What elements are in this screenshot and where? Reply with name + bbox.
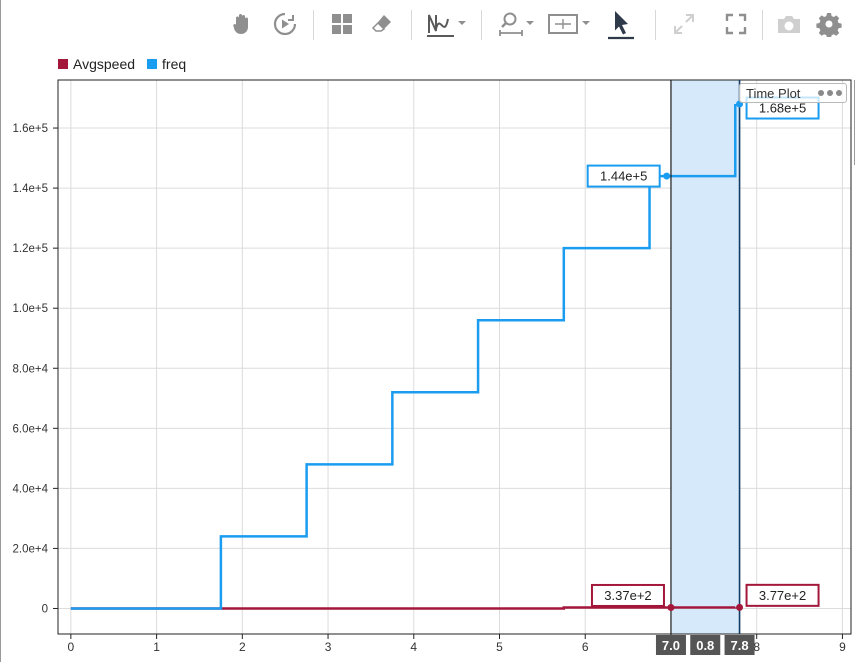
cursor-label-delta-bg <box>690 635 721 655</box>
play-icon[interactable] <box>270 8 300 40</box>
toolbar-divider <box>313 10 314 40</box>
cursor-label-delta: 0.8 <box>696 638 714 653</box>
toolbar-divider <box>411 10 412 40</box>
marker-freq <box>663 172 671 180</box>
y-tick-label: 1.4e+5 <box>13 183 49 195</box>
value-label-box <box>586 164 661 188</box>
plot-frame <box>57 79 852 635</box>
window-edge <box>0 0 1 662</box>
toolbar-divider <box>481 10 482 40</box>
cursor-band <box>670 80 740 634</box>
gear-icon[interactable] <box>814 8 844 40</box>
x-tick-label: 5 <box>496 640 503 654</box>
x-tick-label: 3 <box>325 640 332 654</box>
panel-title-box[interactable]: Time Plot <box>739 83 847 103</box>
cursor-label-right: 7.8 <box>731 638 749 653</box>
cursor-label-left: 7.0 <box>662 638 680 653</box>
legend: Avgspeed freq <box>58 56 186 72</box>
value-label: 1.44e+5 <box>600 169 647 184</box>
layout-icon[interactable] <box>328 8 356 40</box>
legend-label: freq <box>162 56 187 72</box>
legend-item-freq[interactable]: freq <box>147 56 186 72</box>
x-tick-label: 2 <box>239 640 246 654</box>
pan-icon[interactable] <box>228 8 256 40</box>
y-tick-label: 6.0e+4 <box>13 423 49 435</box>
fit-icon[interactable] <box>546 8 594 40</box>
toolbar-divider <box>762 10 763 40</box>
cursor-icon[interactable] <box>604 8 638 40</box>
eraser-icon[interactable] <box>368 8 396 40</box>
x-tick-label: 8 <box>753 640 760 654</box>
x-tick-label: 1 <box>153 640 160 654</box>
y-tick-label: 4.0e+4 <box>13 483 49 495</box>
value-label: 3.37e+2 <box>604 588 651 603</box>
x-tick-label: 0 <box>68 640 75 654</box>
cursor-label-right-bg <box>724 635 755 655</box>
value-label-box <box>745 583 820 607</box>
marker-avgspeed <box>736 603 744 611</box>
signal-icon[interactable] <box>424 8 468 40</box>
toolbar-divider <box>655 10 656 40</box>
x-tick-label: 4 <box>410 640 417 654</box>
x-tick-label: 6 <box>582 640 589 654</box>
camera-icon[interactable] <box>774 8 804 40</box>
value-label: 1.68e+5 <box>759 101 806 116</box>
panel-title: Time Plot <box>746 85 801 101</box>
y-tick-label: 2.0e+4 <box>13 543 49 555</box>
legend-swatch <box>147 59 158 69</box>
legend-label: Avgspeed <box>73 56 136 72</box>
y-tick-label: 8.0e+4 <box>13 363 49 375</box>
y-tick-label: 1.0e+5 <box>13 303 49 315</box>
marker-avgspeed <box>667 603 675 611</box>
more-options-icon[interactable] <box>818 90 842 96</box>
series-line-avgspeed <box>70 606 737 610</box>
cursor-label-left-bg <box>655 635 686 655</box>
legend-swatch <box>58 59 68 69</box>
value-label-box <box>590 583 665 607</box>
y-tick-label: 1.6e+5 <box>13 123 49 135</box>
fullscreen-icon[interactable] <box>722 8 750 40</box>
zoom-icon[interactable] <box>496 8 538 40</box>
y-tick-label: 0 <box>42 603 48 615</box>
legend-item-avgspeed[interactable]: Avgspeed <box>58 56 135 72</box>
expand-icon[interactable] <box>670 8 698 40</box>
value-label: 3.77e+2 <box>759 588 806 603</box>
x-tick-label: 9 <box>839 640 846 654</box>
y-tick-label: 1.2e+5 <box>13 243 49 255</box>
series-line-freq <box>70 104 737 610</box>
